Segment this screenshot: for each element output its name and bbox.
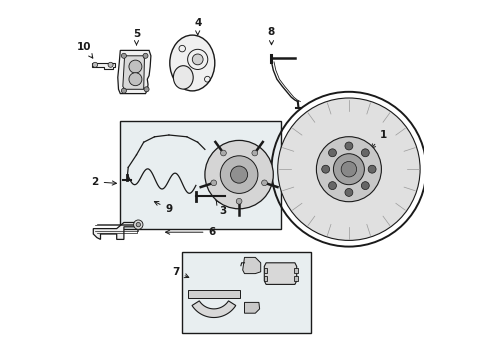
Polygon shape [118,50,151,94]
Text: 6: 6 [165,227,215,237]
Circle shape [121,53,126,58]
Polygon shape [122,56,144,89]
Circle shape [328,149,336,157]
Text: 5: 5 [133,29,140,45]
Circle shape [367,165,375,173]
Circle shape [92,62,98,67]
Circle shape [344,189,352,197]
Circle shape [251,150,257,156]
Circle shape [136,222,140,227]
Circle shape [230,166,247,183]
Circle shape [144,87,149,92]
Text: 9: 9 [154,202,172,214]
Polygon shape [187,290,239,298]
Circle shape [341,161,356,177]
Polygon shape [294,268,297,273]
Circle shape [129,60,142,73]
Text: 2: 2 [91,177,116,187]
Circle shape [210,180,216,186]
Circle shape [277,98,419,240]
Polygon shape [91,63,115,69]
Circle shape [361,149,368,157]
Text: 1: 1 [370,130,386,148]
Polygon shape [192,301,235,318]
Ellipse shape [169,35,214,91]
Polygon shape [294,276,297,281]
Circle shape [261,180,267,186]
Circle shape [333,154,364,185]
Ellipse shape [173,66,193,89]
Polygon shape [263,268,266,273]
Polygon shape [264,263,296,284]
FancyBboxPatch shape [120,121,280,229]
Text: 7: 7 [172,267,188,278]
FancyBboxPatch shape [181,252,310,333]
Circle shape [328,182,336,190]
Polygon shape [244,302,259,313]
Circle shape [192,54,203,65]
Circle shape [361,182,368,190]
Circle shape [121,88,126,93]
Polygon shape [242,257,260,274]
Polygon shape [93,222,142,239]
Text: 10: 10 [77,42,93,58]
Circle shape [133,220,142,229]
Circle shape [316,137,381,202]
Text: 4: 4 [194,18,201,35]
Text: 8: 8 [267,27,275,45]
Circle shape [142,53,148,58]
Circle shape [220,156,257,193]
Circle shape [129,73,142,86]
Circle shape [321,165,329,173]
Circle shape [108,62,113,67]
Circle shape [220,150,226,156]
Text: 3: 3 [216,201,226,216]
Circle shape [344,142,352,150]
Circle shape [204,140,273,209]
Polygon shape [263,276,266,281]
Circle shape [236,198,242,204]
